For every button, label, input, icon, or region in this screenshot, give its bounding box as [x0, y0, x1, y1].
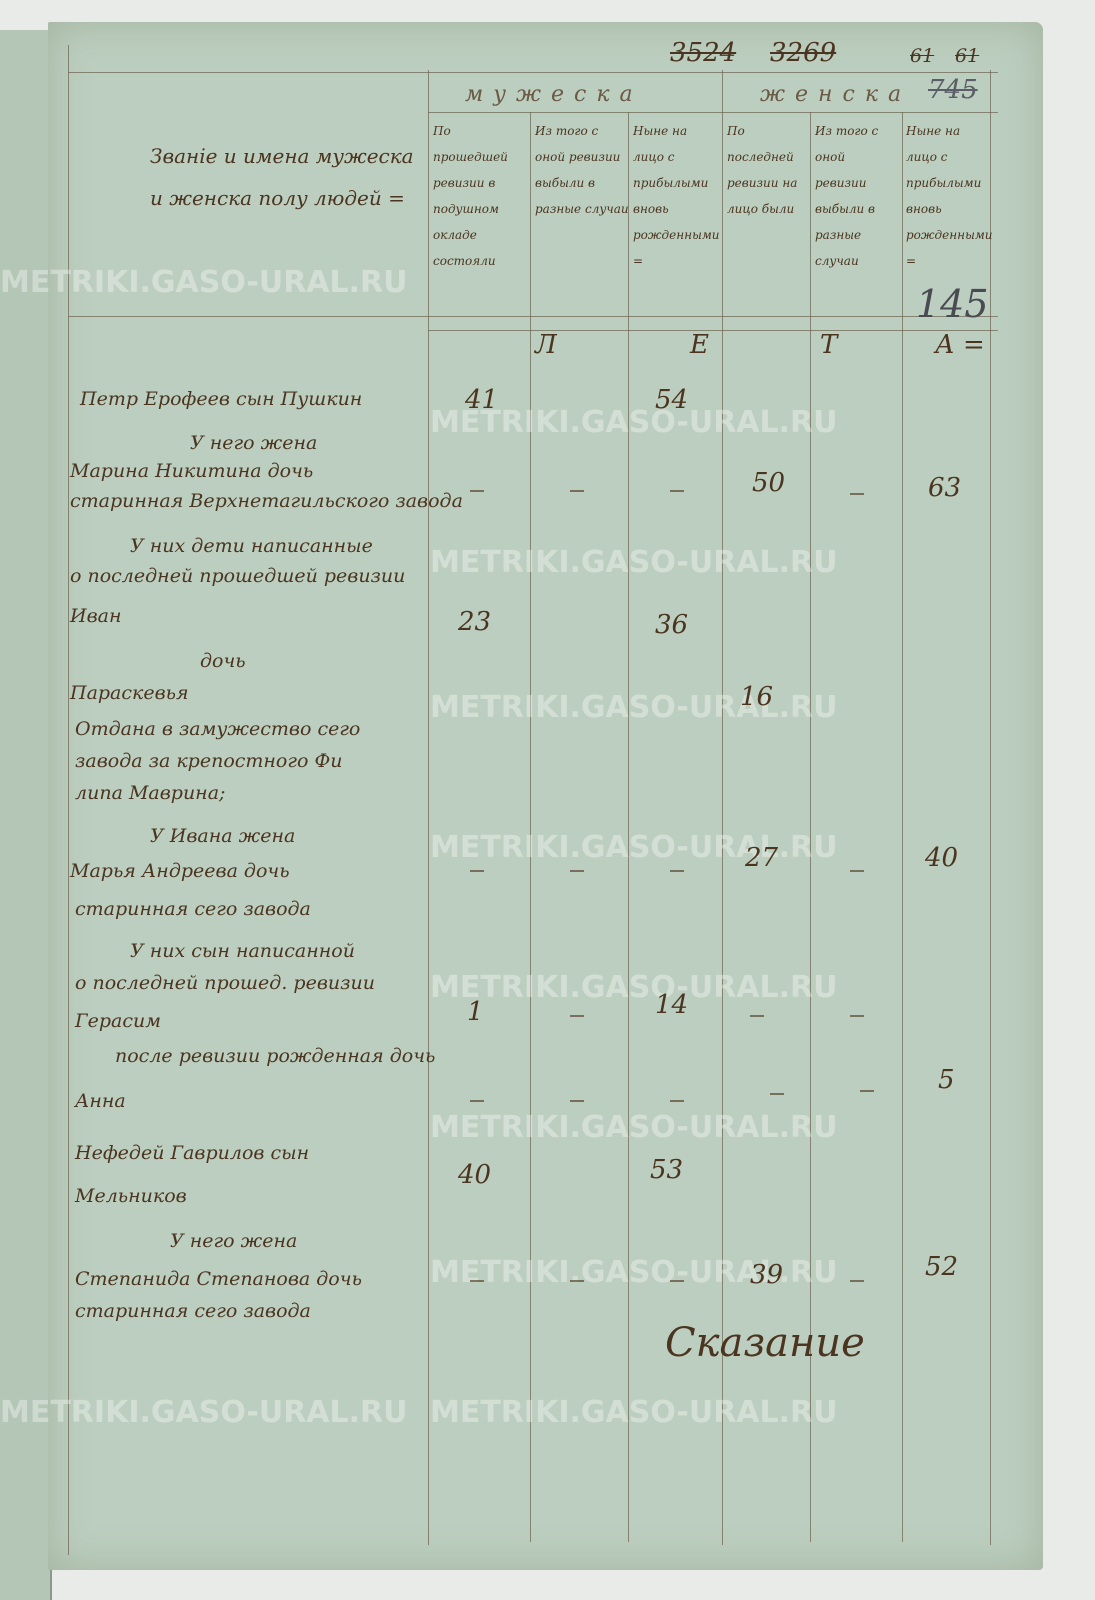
female-total: 145 [916, 282, 989, 326]
watermark: METRIKI.GASO-URAL.RU [430, 690, 838, 725]
age-value: 5 [938, 1065, 955, 1095]
column-header-female-dropped: Из того с оной ревизии выбыли в разные с… [815, 124, 879, 268]
age-value: 50 [752, 468, 786, 498]
age-value: 16 [740, 682, 774, 712]
age-value: 27 [745, 843, 779, 873]
watermark: METRIKI.GASO-URAL.RU [430, 830, 838, 865]
column-line [810, 112, 811, 1542]
entry-line: У них дети написанные [130, 535, 373, 557]
entry-line: Герасим [75, 1010, 161, 1032]
age-value: 52 [925, 1252, 959, 1282]
entry-line: старинная сего завода [75, 898, 311, 920]
age-value: 41 [465, 385, 499, 415]
entry-line: Петр Ерофеев сын Пушкин [80, 388, 363, 410]
watermark: METRIKI.GASO-URAL.RU [0, 1395, 408, 1430]
column-line [990, 70, 991, 1545]
column-header-male-prev: По прошедшей ревизии в подушном окладе с… [433, 124, 508, 268]
entry-line: дочь [200, 650, 246, 672]
watermark: METRIKI.GASO-URAL.RU [430, 1110, 838, 1145]
age-value: 54 [655, 385, 689, 415]
signature: Сказание [665, 1320, 865, 1366]
column-line [722, 70, 723, 1545]
document-page [48, 22, 1043, 1570]
column-header-female-prev: По последней ревизии на лицо были [727, 124, 798, 216]
entry-line: старинная сего завода [75, 1300, 311, 1322]
column-line [902, 112, 903, 1542]
age-value: 14 [655, 990, 689, 1020]
entry-line: Отдана в замужество сего [75, 718, 361, 740]
watermark: METRIKI.GASO-URAL.RU [430, 405, 838, 440]
age-value: 23 [458, 607, 492, 637]
entry-line: о последней прошедшей ревизии [70, 565, 406, 587]
watermark: METRIKI.GASO-URAL.RU [430, 1255, 838, 1290]
entry-line: Степанида Степанова дочь [75, 1268, 362, 1290]
struck-number: 3524 [670, 38, 737, 68]
age-value: 40 [925, 843, 959, 873]
years-letter: Т [820, 330, 838, 360]
folio-number: 61 [955, 45, 980, 67]
male-group-header: мужеска [465, 82, 643, 107]
column-line [428, 70, 429, 1545]
column-header-male-dropped: Из того с оной ревизии выбыли в разные с… [535, 124, 629, 216]
entry-line: Параскевья [70, 682, 189, 704]
table-top-line [68, 72, 998, 73]
entry-line: липа Маврина; [75, 782, 226, 804]
age-value: 63 [928, 473, 962, 503]
entry-line: У них сын написанной [130, 940, 355, 962]
entry-line: У него жена [190, 432, 318, 454]
column-line [530, 112, 531, 1542]
name-column-header: Званіе и имена мужеска и женска полу люд… [150, 144, 414, 210]
watermark: METRIKI.GASO-URAL.RU [0, 265, 408, 300]
group-header-line [428, 112, 998, 113]
age-value: 40 [458, 1160, 492, 1190]
entry-line: старинная Верхнетагильского завода [70, 490, 463, 512]
header-bottom-line [68, 316, 998, 317]
watermark: METRIKI.GASO-URAL.RU [430, 970, 838, 1005]
column-header-male-now: Ныне на лицо с прибылыми вновь рожденным… [633, 124, 720, 268]
entry-line: У Ивана жена [150, 825, 296, 847]
female-group-header: женска [760, 82, 912, 107]
column-line [628, 112, 629, 1542]
age-value: 39 [750, 1260, 784, 1290]
years-letter: Е [690, 330, 709, 360]
years-letter: А = [935, 330, 985, 360]
entry-line: Анна [75, 1090, 126, 1112]
watermark: METRIKI.GASO-URAL.RU [430, 1395, 838, 1430]
entry-line: Марина Никитина дочь [70, 460, 314, 482]
entry-line: о последней прошед. ревизии [75, 972, 375, 994]
column-header-female-now: Ныне на лицо с прибылыми вновь рожденным… [906, 124, 993, 268]
entry-line: Марья Андреева дочь [70, 860, 290, 882]
age-value: 53 [650, 1155, 684, 1185]
header-bottom-line [428, 330, 998, 331]
margin-line [68, 45, 69, 1555]
entry-line: после ревизии рожденная дочь [115, 1045, 436, 1067]
entry-line: Иван [70, 605, 122, 627]
entry-line: Мельников [75, 1185, 187, 1207]
female-total-struck: 745 [928, 75, 978, 105]
entry-line: завода за крепостного Фи [75, 750, 343, 772]
entry-line: Нефедей Гаврилов сын [75, 1142, 310, 1164]
entry-line: У него жена [170, 1230, 298, 1252]
page-count: 3269 [770, 38, 837, 68]
age-value: 1 [467, 997, 484, 1027]
years-letter: Л [535, 330, 557, 360]
folio-struck: 61 [910, 45, 935, 67]
watermark: METRIKI.GASO-URAL.RU [430, 545, 838, 580]
age-value: 36 [655, 610, 689, 640]
